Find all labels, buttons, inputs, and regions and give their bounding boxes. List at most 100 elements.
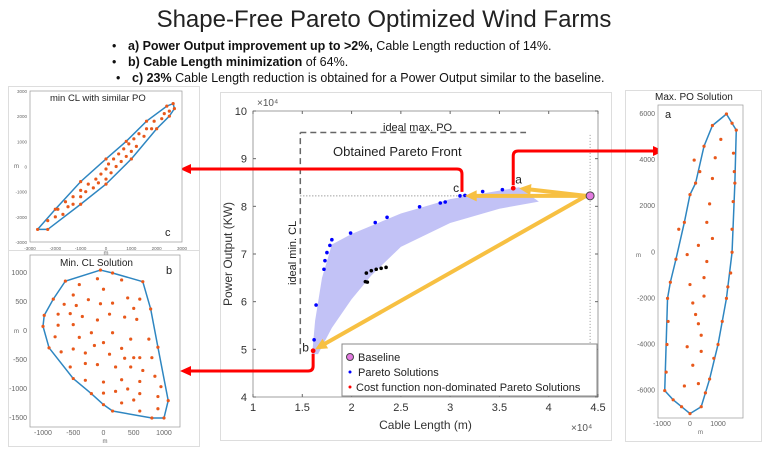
turbine-marker <box>124 139 128 143</box>
turbine-marker <box>162 416 166 420</box>
layout-panel-c: -3000 -2000 -1000 0 1000 2000 3000 -3000 -2000 -1… <box>14 89 188 257</box>
highlighted-solution-point <box>384 265 388 270</box>
turbine-marker <box>156 345 160 349</box>
layout-panel-a: -1000 0 1000 -6000 -4000 -2000 0 2000 4000 6000 m m… <box>636 92 744 436</box>
layout-y-tick-label: -2000 <box>637 295 655 302</box>
turbine-marker <box>712 356 716 360</box>
x-tick-label: 4.5 <box>590 402 605 414</box>
x-axis-label: Cable Length (m) <box>379 418 472 432</box>
turbine-marker <box>86 298 90 302</box>
turbine-marker <box>156 394 160 399</box>
layout-x-axis-label: m <box>103 439 108 445</box>
turbine-marker <box>696 382 700 386</box>
layout-title: Max. PO Solution <box>655 92 733 103</box>
turbine-marker <box>79 188 83 193</box>
legend-pareto-marker <box>348 370 352 374</box>
layout-boundary <box>42 269 169 419</box>
turbine-marker <box>95 318 100 322</box>
turbine-marker <box>726 285 730 289</box>
pareto-solution-point <box>443 200 448 204</box>
baseline-marker <box>585 191 595 201</box>
turbine-marker <box>63 279 67 283</box>
bullet-a-text: Cable Length reduction of 14%. <box>372 39 552 53</box>
pareto-solution-point <box>417 205 422 209</box>
layout-y-tick-label: 4000 <box>639 157 655 164</box>
turbine-marker <box>688 193 692 197</box>
turbine-marker <box>699 405 703 409</box>
turbine-marker <box>167 114 171 118</box>
turbine-marker <box>79 202 83 206</box>
turbine-marker <box>147 337 151 341</box>
connector-c-arrowhead <box>180 164 191 174</box>
turbine-marker <box>165 104 169 108</box>
turbine-marker <box>696 243 700 247</box>
turbine-marker <box>149 307 153 311</box>
turbine-marker <box>107 312 112 316</box>
layout-y-tick-label: 2000 <box>639 203 655 210</box>
turbine-marker <box>53 335 57 339</box>
layout-panel-b: -1000 -500 0 500 1000 -1500 -1000 -500 0 500 1000 m… <box>9 254 181 445</box>
turbine-marker <box>122 147 126 151</box>
layout-x-tick-label: 1000 <box>156 430 172 437</box>
turbine-marker <box>138 356 142 360</box>
connector-a <box>511 149 655 186</box>
turbine-marker <box>692 158 696 162</box>
turbine-marker <box>79 180 83 184</box>
turbine-marker <box>150 127 154 131</box>
layout-x-tick-label: 500 <box>128 430 140 437</box>
layout-boundary <box>37 102 176 231</box>
legend-pareto-label: Pareto Solutions <box>358 367 439 379</box>
turbine-marker <box>101 391 106 395</box>
turbine-marker <box>713 156 717 160</box>
turbine-marker <box>129 157 133 161</box>
pareto-solution-point <box>348 231 353 235</box>
turbine-marker <box>110 271 115 275</box>
x-tick-label: 2 <box>349 402 355 414</box>
turbine-marker <box>62 302 66 306</box>
turbine-marker <box>150 356 154 360</box>
turbine-marker <box>171 101 175 106</box>
y-tick-label: 8 <box>241 201 247 213</box>
yellow-arrow-head <box>315 338 329 350</box>
turbine-marker <box>68 365 72 369</box>
turbine-marker <box>699 349 703 353</box>
turbine-marker <box>150 416 154 420</box>
turbine-marker <box>109 171 113 175</box>
turbine-marker <box>693 181 698 185</box>
turbine-marker <box>53 215 57 219</box>
layout-y-axis-label: m <box>14 164 19 170</box>
turbine-marker <box>46 219 50 223</box>
solution-cloud <box>312 187 539 355</box>
pareto-solution-point <box>323 258 327 263</box>
point-label-a: a <box>515 172 522 186</box>
turbine-marker <box>716 342 720 347</box>
layout-x-tick-label: -1000 <box>75 246 87 251</box>
layout-x-tick-label: 3000 <box>177 246 188 251</box>
turbine-marker <box>710 176 715 181</box>
legend-baseline-marker <box>346 353 354 361</box>
bullet-c-bold: 23% <box>146 71 172 85</box>
pareto-solution-point <box>330 237 334 242</box>
turbine-marker <box>162 112 166 116</box>
x-tick-label: 1.5 <box>295 402 310 414</box>
layout-y-axis-label: m <box>14 329 19 335</box>
turbine-marker <box>92 343 97 348</box>
turbine-marker <box>106 162 111 166</box>
turbine-marker <box>730 227 734 231</box>
turbine-marker <box>96 181 100 185</box>
turbine-marker <box>688 412 692 416</box>
pareto-solution-point <box>312 338 316 342</box>
turbine-marker <box>83 351 87 355</box>
turbine-marker <box>702 294 706 298</box>
turbine-marker <box>696 322 700 326</box>
legend-nondominated-label: Cost function non-dominated Pareto Solut… <box>356 382 581 394</box>
turbine-marker <box>665 342 669 347</box>
layout-y-tick-label: 2000 <box>17 114 28 119</box>
turbine-marker <box>112 157 116 161</box>
turbine-marker <box>679 405 684 409</box>
layout-y-tick-label: -500 <box>13 357 27 364</box>
turbine-marker <box>731 151 736 155</box>
turbine-marker <box>693 312 698 317</box>
turbine-marker <box>107 352 112 356</box>
turbine-marker <box>98 268 103 272</box>
